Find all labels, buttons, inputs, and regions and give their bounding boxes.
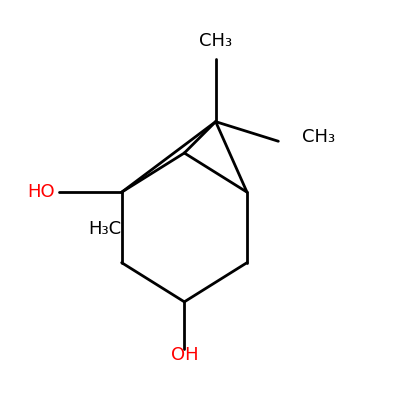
Text: HO: HO — [28, 183, 55, 201]
Text: H₃C: H₃C — [88, 220, 122, 238]
Text: OH: OH — [170, 346, 198, 364]
Text: CH₃: CH₃ — [302, 128, 335, 146]
Text: CH₃: CH₃ — [199, 32, 232, 50]
